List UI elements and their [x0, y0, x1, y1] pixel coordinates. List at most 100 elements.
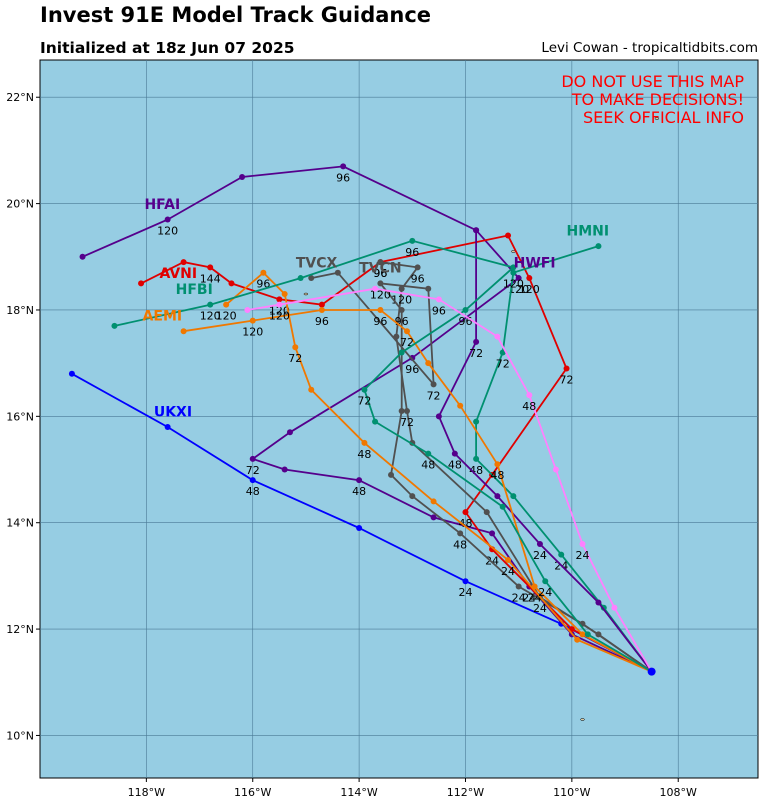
forecast-hour-label: 120: [508, 283, 529, 296]
track-point: [164, 216, 171, 223]
lon-tick-label: 110°W: [553, 786, 590, 799]
model-label-tvcx: TVCX: [296, 255, 338, 271]
track-point: [297, 275, 304, 282]
model-label-aemi: AEMI: [143, 309, 183, 325]
track-point: [244, 306, 251, 313]
land-specks: [303, 117, 660, 721]
model-tracks: 24 48 24 48 72 96 120 96 120 24 48 72 120 96 120 144 24 4…: [68, 163, 656, 676]
track-point: [79, 253, 86, 260]
model-label-hwfi: HWFI: [514, 255, 556, 271]
track-point: [207, 301, 214, 308]
warning-text: DO NOT USE THIS MAP TO MAKE DECISIONS! S…: [561, 72, 744, 127]
forecast-hour-label: 120: [242, 326, 263, 339]
track-point: [138, 280, 145, 287]
track-point: [398, 285, 405, 292]
track-point: [409, 237, 416, 244]
forecast-hour-label: 72: [469, 347, 483, 360]
forecast-hour-label: 72: [357, 395, 371, 408]
forecast-hour-label: 48: [246, 485, 260, 498]
track-point: [510, 269, 517, 276]
track-point: [574, 636, 581, 643]
track-point: [489, 530, 496, 537]
track-point: [435, 413, 442, 420]
track-point: [409, 354, 416, 361]
track-point: [403, 408, 410, 415]
track-point: [483, 509, 490, 516]
track-aemi-2: 24 48 72 96 120: [216, 269, 656, 676]
lat-tick-label: 20°N: [6, 198, 34, 211]
forecast-hour-label: 120: [503, 278, 524, 291]
track-point: [579, 631, 586, 638]
lat-tick-label: 12°N: [6, 623, 34, 636]
track-point: [239, 174, 246, 181]
track-point: [462, 509, 469, 516]
track-point: [425, 360, 432, 367]
forecast-hour-label: 24: [458, 586, 472, 599]
track-point: [398, 306, 405, 313]
track-avni: 24 48 72 120 96 120 144: [138, 232, 656, 676]
track-point: [584, 631, 591, 638]
track-point: [526, 275, 533, 282]
forecast-hour-label: 72: [560, 373, 574, 386]
model-label-hfai: HFAI: [144, 197, 180, 213]
track-point: [111, 322, 118, 329]
track-point: [563, 365, 570, 372]
model-label-hmni: HMNI: [567, 224, 610, 240]
forecast-hour-label: 120: [519, 283, 540, 296]
forecast-hour-label: 96: [373, 267, 387, 280]
track-point: [611, 604, 618, 611]
lat-tick-label: 16°N: [6, 410, 34, 423]
graticule: [40, 60, 758, 778]
lon-tick-label: 112°W: [447, 786, 484, 799]
forecast-hour-label: 48: [522, 400, 536, 413]
lat-tick-label: 14°N: [6, 517, 34, 530]
track-point: [276, 301, 283, 308]
track-point: [473, 418, 480, 425]
forecast-hour-label: 72: [400, 336, 414, 349]
track-point: [494, 493, 501, 500]
track-point: [457, 530, 464, 537]
track-point: [430, 514, 437, 521]
track-point: [334, 269, 341, 276]
track-point: [425, 285, 432, 292]
track-point: [180, 259, 187, 266]
forecast-hour-label: 120: [200, 310, 221, 323]
track-point: [68, 370, 75, 377]
forecast-hour-label: 72: [400, 416, 414, 429]
track-point: [308, 386, 315, 393]
forecast-hour-label: 24: [538, 586, 552, 599]
island: [303, 292, 309, 296]
axis-ticks: 118°W 116°W 114°W 112°W 110°W 108°W 10°N 12°N 14…: [6, 91, 697, 799]
forecast-hour-label: 48: [490, 469, 504, 482]
model-label-avni: AVNI: [159, 266, 197, 282]
track-point: [526, 392, 533, 399]
track-hwfi: 24 48 72: [435, 227, 656, 676]
track-point: [207, 264, 214, 271]
track-point: [595, 599, 602, 606]
track-point: [462, 578, 469, 585]
track-point: [435, 296, 442, 303]
forecast-hour-label: 96: [373, 315, 387, 328]
track-point: [409, 493, 416, 500]
track-line: [225, 271, 652, 673]
track-point: [281, 466, 288, 473]
track-point: [510, 264, 517, 271]
track-point: [414, 264, 421, 271]
track-point: [430, 381, 437, 388]
track-point: [276, 296, 283, 303]
track-point: [372, 285, 379, 292]
track-point: [377, 306, 384, 313]
track-point: [515, 275, 522, 282]
track-point: [494, 461, 501, 468]
model-label-tvcn: TVCN: [359, 261, 401, 277]
model-label-ukxi: UKXI: [154, 404, 192, 420]
track-point: [372, 418, 379, 425]
track-point: [425, 450, 432, 457]
island: [654, 117, 660, 120]
forecast-hour-label: 120: [157, 225, 178, 238]
forecast-hour-label: 72: [427, 389, 441, 402]
track-point: [164, 423, 171, 430]
track-point: [494, 333, 501, 340]
forecast-hour-label: 24: [533, 549, 547, 562]
